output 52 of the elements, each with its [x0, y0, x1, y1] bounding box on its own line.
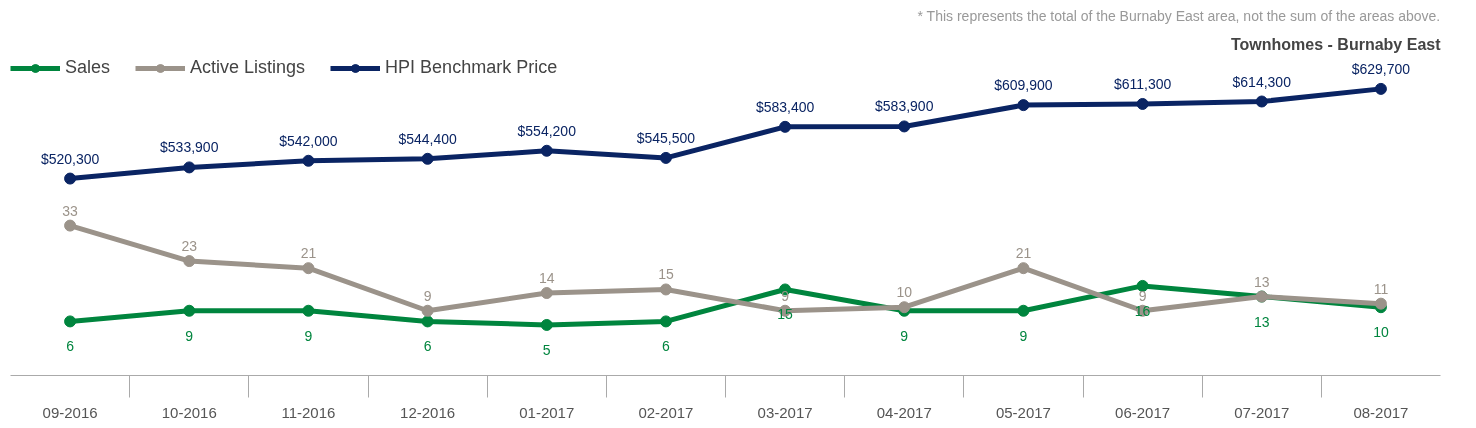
- data-label: 6: [423, 338, 432, 355]
- data-label: 10: [896, 284, 913, 301]
- data-label: 16: [1134, 302, 1151, 319]
- data-label: 6: [662, 338, 671, 355]
- chart-title: Townhomes - Burnaby East: [1230, 35, 1442, 53]
- legend-label: HPI Benchmark Price: [385, 57, 558, 78]
- x-tick-label: 06-2017: [1115, 403, 1171, 421]
- data-label: 6: [66, 338, 75, 355]
- data-label: 15: [777, 306, 794, 323]
- x-tick-label: 01-2017: [519, 403, 575, 421]
- data-label: $609,900: [994, 77, 1053, 94]
- data-label: $611,300: [1113, 75, 1172, 92]
- x-tick-label: 11-2016: [281, 403, 336, 421]
- data-label: 33: [62, 202, 79, 219]
- data-label: 5: [542, 341, 551, 358]
- data-label: 10: [1373, 324, 1389, 341]
- data-label: 23: [181, 238, 198, 255]
- data-label: 21: [1015, 245, 1032, 262]
- data-label: 9: [304, 327, 313, 344]
- x-tick-label: 10-2016: [161, 403, 217, 421]
- x-tick-label: 12-2016: [400, 403, 456, 421]
- data-label: $542,000: [279, 132, 338, 149]
- x-tick-label: 09-2016: [42, 403, 98, 421]
- data-label: $629,700: [1351, 60, 1411, 77]
- data-label: 21: [300, 245, 317, 262]
- data-label: $583,400: [755, 98, 815, 115]
- legend-label: Sales: [65, 57, 111, 78]
- data-label: $583,900: [875, 98, 934, 115]
- legend-label: Active Listings: [190, 57, 306, 78]
- data-label: $533,900: [160, 139, 219, 156]
- data-label: 13: [1253, 313, 1270, 330]
- data-label: 9: [1019, 327, 1028, 344]
- data-label: 14: [538, 270, 555, 287]
- data-label: 15: [658, 266, 674, 283]
- data-label: 9: [1138, 287, 1147, 304]
- data-label: 9: [185, 327, 194, 344]
- data-label: 9: [423, 287, 432, 304]
- x-tick-label: 07-2017: [1234, 403, 1290, 421]
- x-tick-label: 03-2017: [757, 403, 813, 421]
- x-tick-label: 08-2017: [1353, 403, 1409, 421]
- x-tick-label: 05-2017: [995, 403, 1051, 421]
- text: * This represents the total of the Burnaby East area, not the sum of the areas above.: [917, 7, 1441, 24]
- data-label: $544,400: [398, 130, 457, 147]
- data-label: $614,300: [1232, 73, 1292, 90]
- x-tick-label: 02-2017: [638, 403, 694, 421]
- data-label: 13: [1253, 273, 1270, 290]
- data-label: $520,300: [40, 150, 100, 167]
- data-label: $545,500: [636, 129, 696, 146]
- data-label: 9: [900, 327, 909, 344]
- data-label: 11: [1373, 280, 1389, 297]
- x-tick-label: 04-2017: [876, 403, 932, 421]
- data-label: $554,200: [517, 122, 577, 139]
